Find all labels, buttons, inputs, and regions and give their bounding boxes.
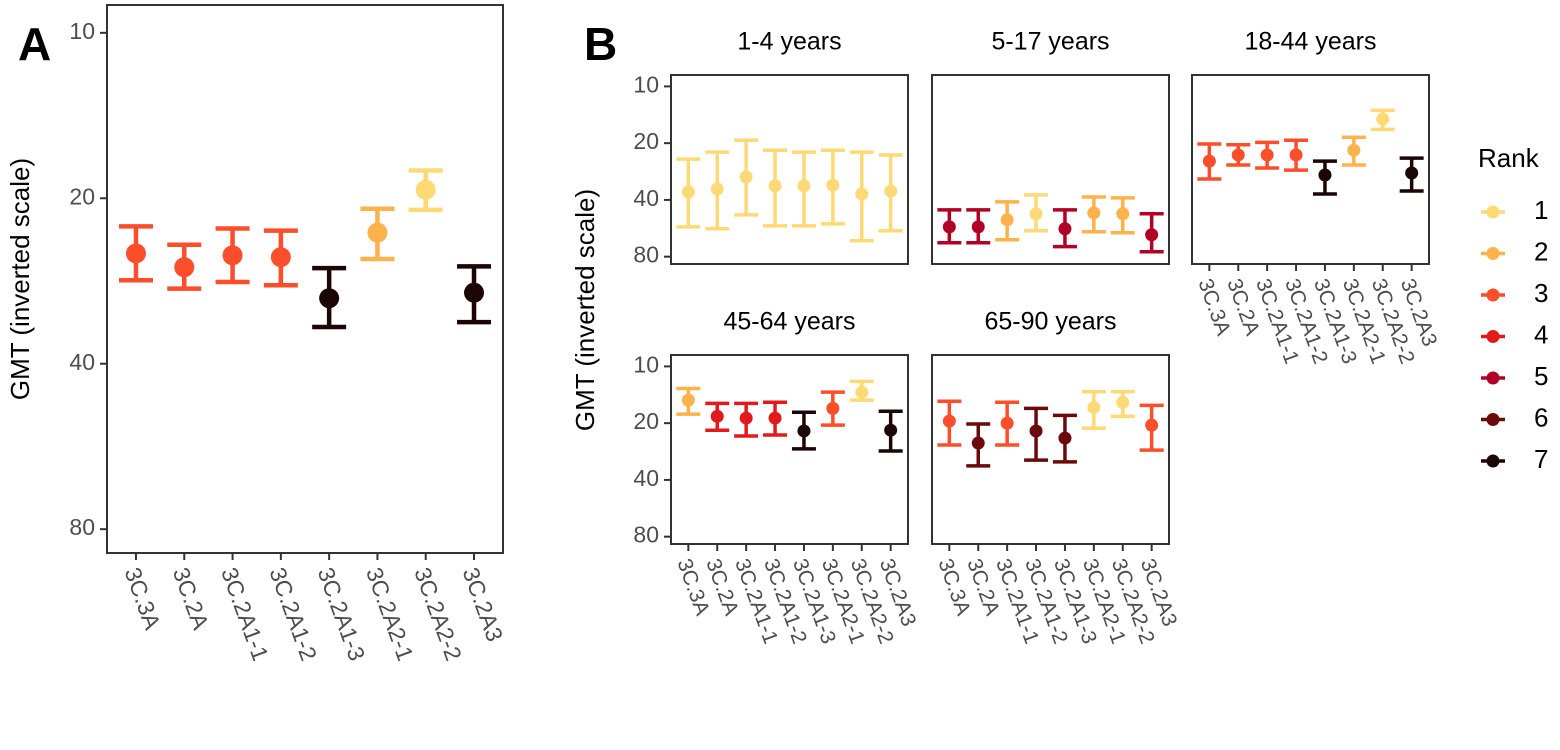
point [1289,148,1303,162]
point [855,385,869,399]
point [1029,207,1043,221]
point [942,220,956,234]
facet-title: 1-4 years [737,28,841,56]
point [1260,148,1274,162]
legend-label: 1 [1534,195,1548,225]
panel-label: A [18,18,51,70]
point [768,179,782,193]
point [1145,228,1159,242]
point [739,411,753,425]
point [826,178,840,192]
point [1000,213,1014,227]
point [1376,112,1390,126]
point [1029,424,1043,438]
point [971,220,985,234]
x-tick-label: 3C.2A2-2 [409,564,467,664]
point [464,282,485,303]
x-tick-label: 3C.2A1-1 [216,564,274,664]
y-tick-label: 40 [633,465,659,491]
panel-label: B [584,18,617,70]
point [884,423,898,437]
point [1405,166,1419,180]
point [367,222,388,243]
point [1058,222,1072,236]
point [942,414,956,428]
legend-label: 4 [1534,319,1548,349]
x-tick-label: 3C.2A [168,564,215,634]
point [1087,206,1101,220]
y-tick-label: 10 [633,351,659,377]
legend-label: 3 [1534,278,1548,308]
point [1145,418,1159,432]
point [971,436,985,450]
panel-frame [931,74,1170,265]
point [739,170,753,184]
legend-label: 6 [1534,402,1548,432]
legend-key [1486,247,1500,260]
y-axis-title: GMT (inverted scale) [5,158,35,400]
legend-key [1486,205,1500,219]
panel-frame [670,74,909,265]
legend-key [1486,454,1500,468]
point [319,288,340,309]
legend-key [1486,371,1500,385]
y-tick-label: 40 [69,349,95,375]
point [1000,416,1014,430]
point [1202,154,1216,168]
legend-title: Rank [1478,143,1540,173]
y-tick-label: 20 [633,408,659,434]
point [1058,431,1072,445]
y-tick-label: 80 [69,514,95,540]
y-tick-label: 80 [633,242,659,268]
point [1116,207,1130,221]
point [826,401,840,415]
point [270,247,291,268]
point [1347,143,1361,157]
y-axis-title: GMT (inverted scale) [570,189,600,431]
legend-key [1486,288,1500,302]
point [1231,148,1245,162]
panel-frame [106,4,504,554]
legend-label: 7 [1534,444,1548,474]
x-tick-label: 3C.3A [120,564,167,634]
legend-key [1486,330,1500,343]
facet-title: 18-44 years [1244,28,1376,56]
point [797,424,811,438]
panel-frame [931,354,1170,545]
y-tick-label: 10 [633,71,659,97]
y-tick-label: 20 [69,183,95,209]
point [174,257,195,278]
facet-title: 65-90 years [984,308,1116,336]
point [855,187,869,201]
point [884,184,898,198]
point [1087,400,1101,414]
y-tick-label: 10 [69,18,95,44]
panel-frame [1191,74,1430,265]
point [125,243,146,264]
point [797,179,811,193]
point [681,185,695,199]
facet-title: 5-17 years [991,28,1109,56]
point [222,245,243,266]
point [710,409,724,423]
legend-label: 5 [1534,361,1548,391]
x-tick-label: 3C.2A1-2 [264,564,322,664]
panel-frame [670,354,909,545]
point [1116,395,1130,409]
point [710,182,724,196]
x-tick-label: 3C.2A3 [458,564,509,645]
facet-title: 45-64 years [723,308,855,336]
point [1318,168,1332,182]
point [681,393,695,407]
point [415,179,436,200]
x-tick-label: 3C.2A2-1 [361,564,419,664]
point [768,411,782,425]
y-tick-label: 80 [633,522,659,548]
y-tick-label: 40 [633,185,659,211]
legend-key [1486,413,1500,426]
x-tick-label: 3C.2A1-3 [313,564,371,664]
legend-label: 2 [1534,236,1548,266]
y-tick-label: 20 [633,128,659,154]
